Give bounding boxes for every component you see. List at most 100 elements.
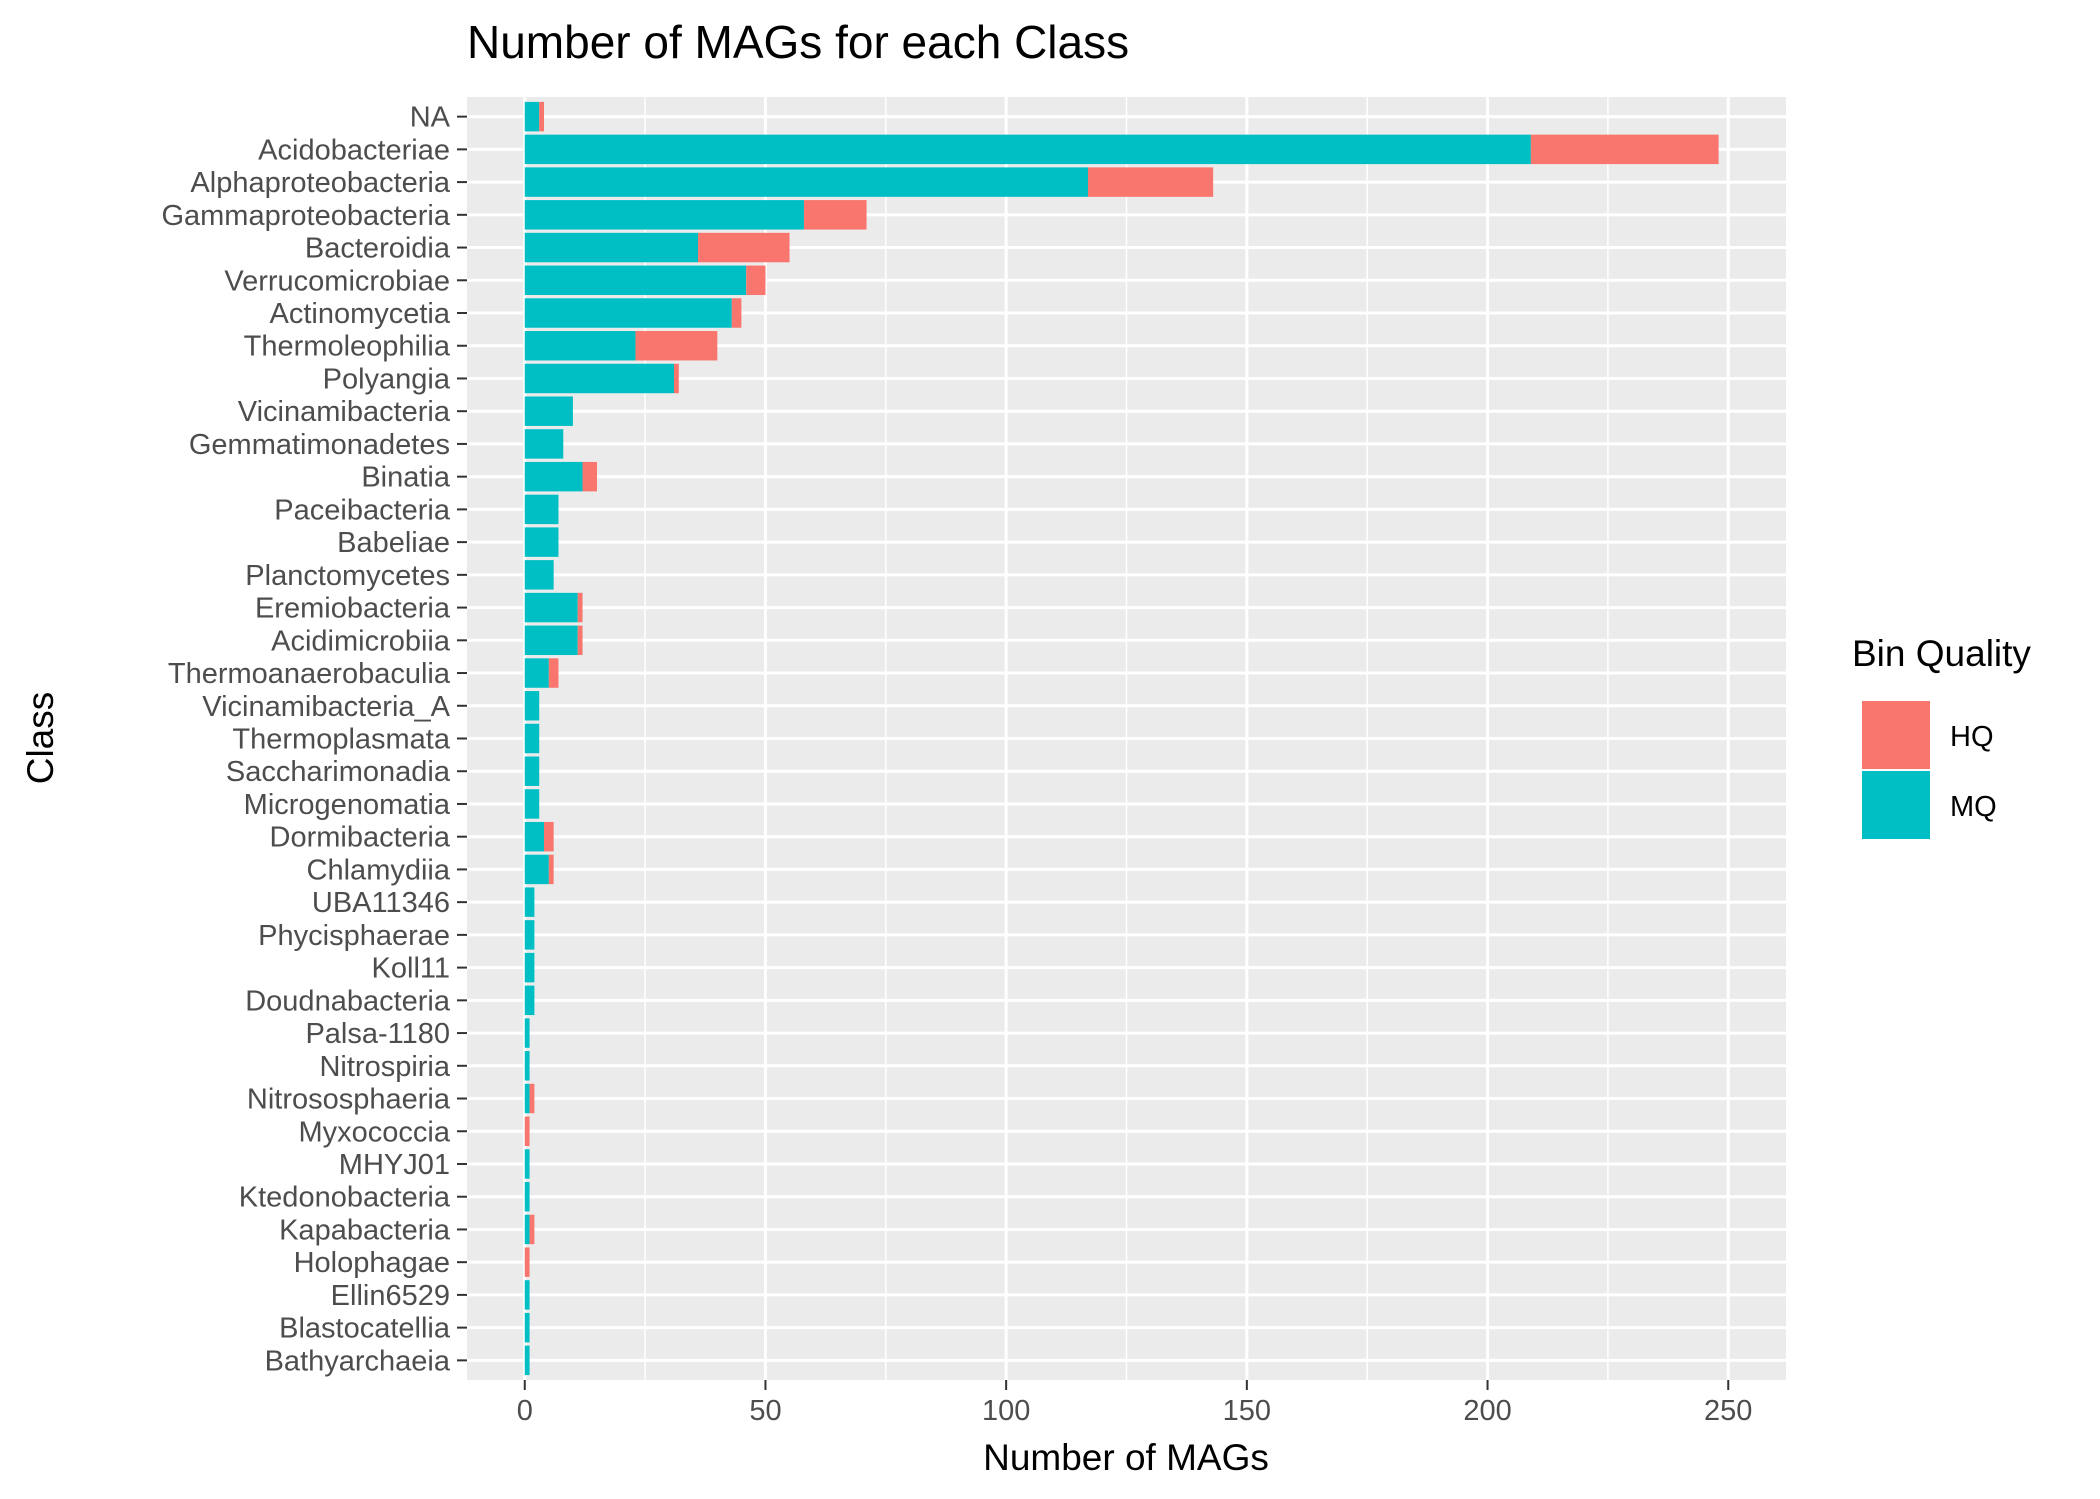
bar-hq xyxy=(548,854,554,885)
y-tick-label: Acidimicrobiia xyxy=(271,625,451,657)
y-tick-label: Nitrospiria xyxy=(319,1051,450,1083)
bar-hq xyxy=(673,363,679,394)
bar-mq xyxy=(524,396,573,426)
bar-mq xyxy=(524,789,540,819)
y-tick-label: Blastocatellia xyxy=(279,1313,451,1345)
bar-hq xyxy=(1530,134,1719,165)
x-tick-label: 150 xyxy=(1223,1395,1271,1427)
bar-mq xyxy=(524,232,699,263)
bar-mq xyxy=(524,592,578,623)
bar-mq xyxy=(524,1181,530,1212)
legend-key-hq xyxy=(1862,701,1930,769)
bar-hq xyxy=(577,592,583,623)
legend-title: Bin Quality xyxy=(1852,633,2031,674)
y-tick-label: Thermoleophilia xyxy=(244,331,451,363)
y-tick-label: Vicinamibacteria xyxy=(238,396,451,428)
bar-hq xyxy=(803,200,867,230)
bar-hq xyxy=(544,821,554,852)
y-tick-label: Paceibacteria xyxy=(274,494,451,526)
bar-mq xyxy=(524,887,535,917)
bar-mq xyxy=(524,363,674,394)
bar-mq xyxy=(524,920,535,950)
y-tick-label: Acidobacteriae xyxy=(258,134,450,166)
bar-hq xyxy=(524,1247,530,1277)
y-tick-label: Koll11 xyxy=(372,953,450,985)
y-tick-label: Nitrososphaeria xyxy=(247,1084,451,1116)
bar-mq xyxy=(524,723,540,754)
bar-mq xyxy=(524,658,549,688)
y-tick-label: Holophagae xyxy=(294,1247,450,1279)
y-tick-label: Gemmatimonadetes xyxy=(189,429,450,461)
y-tick-label: Actinomycetia xyxy=(269,298,450,330)
bar-hq xyxy=(539,101,545,132)
bar-hq xyxy=(548,658,559,688)
legend: Bin Quality HQ MQ xyxy=(1852,633,2031,839)
y-tick-label: Gammaproteobacteria xyxy=(161,200,450,232)
y-tick-label: Ellin6529 xyxy=(331,1280,450,1312)
y-axis-title: Class xyxy=(20,692,61,785)
y-tick-label: Polyangia xyxy=(323,363,451,395)
bar-mq xyxy=(524,331,636,361)
y-tick-label: Dormibacteria xyxy=(270,822,451,854)
bar-mq xyxy=(524,560,554,590)
x-tick-label: 100 xyxy=(982,1395,1030,1427)
bar-mq xyxy=(524,167,1088,197)
bar-mq xyxy=(524,1345,530,1376)
bar-mq xyxy=(524,1083,530,1114)
bar-hq xyxy=(746,265,766,296)
y-tick-label: Vicinamibacteria_A xyxy=(202,691,450,723)
y-tick-label: Bathyarchaeia xyxy=(265,1345,451,1377)
x-tick-label: 0 xyxy=(517,1395,533,1427)
bar-mq xyxy=(524,1051,530,1081)
bar-mq xyxy=(524,952,535,983)
y-tick-label: NA xyxy=(410,102,451,134)
bar-mq xyxy=(524,527,559,557)
bar-mq xyxy=(524,821,545,852)
bar-mq xyxy=(524,494,559,525)
bar-mq xyxy=(524,691,540,721)
y-axis: NAAcidobacteriaeAlphaproteobacteriaGamma… xyxy=(161,102,467,1377)
x-tick-label: 250 xyxy=(1704,1395,1752,1427)
bar-mq xyxy=(524,461,583,492)
y-tick-label: Thermoplasmata xyxy=(232,724,450,756)
bar-hq xyxy=(529,1083,535,1114)
y-tick-label: Kapabacteria xyxy=(279,1214,451,1246)
bar-mq xyxy=(524,756,540,786)
y-tick-label: Myxococcia xyxy=(299,1116,451,1148)
bar-hq xyxy=(635,331,718,361)
bar-hq xyxy=(1087,167,1214,197)
bar-mq xyxy=(524,1280,530,1310)
bar-mq xyxy=(524,200,804,230)
y-tick-label: Ktedonobacteria xyxy=(239,1182,451,1214)
y-tick-label: Saccharimonadia xyxy=(226,756,451,788)
bar-mq xyxy=(524,429,564,459)
bar-mq xyxy=(524,1018,530,1048)
y-tick-label: Alphaproteobacteria xyxy=(190,167,450,199)
bar-mq xyxy=(524,265,747,296)
legend-label-mq: MQ xyxy=(1950,791,1997,823)
gridlines xyxy=(467,97,1786,1380)
bar-mq xyxy=(524,985,535,1016)
bar-mq xyxy=(524,101,540,132)
y-tick-label: Phycisphaerae xyxy=(258,920,450,952)
y-tick-label: Microgenomatia xyxy=(244,789,451,821)
bar-hq xyxy=(698,232,790,263)
bar-hq xyxy=(577,625,583,656)
y-tick-label: Palsa-1180 xyxy=(305,1018,450,1050)
y-tick-label: Bacteroidia xyxy=(305,233,451,265)
bars xyxy=(524,101,1719,1376)
bar-hq xyxy=(529,1214,535,1245)
x-axis: 0 50 100 150 200 250 xyxy=(517,1380,1752,1427)
y-tick-label: Planctomycetes xyxy=(245,560,450,592)
y-tick-label: Chlamydiia xyxy=(307,854,451,886)
bar-hq xyxy=(582,461,597,492)
y-tick-label: Doudnabacteria xyxy=(245,985,451,1017)
bar-mq xyxy=(524,298,732,328)
x-tick-label: 200 xyxy=(1463,1395,1511,1427)
bar-mq xyxy=(524,854,549,885)
chart-title: Number of MAGs for each Class xyxy=(467,16,1129,68)
bar-mq xyxy=(524,1214,530,1245)
y-tick-label: Thermoanaerobaculia xyxy=(168,658,451,690)
legend-items: HQ MQ xyxy=(1862,701,1997,839)
